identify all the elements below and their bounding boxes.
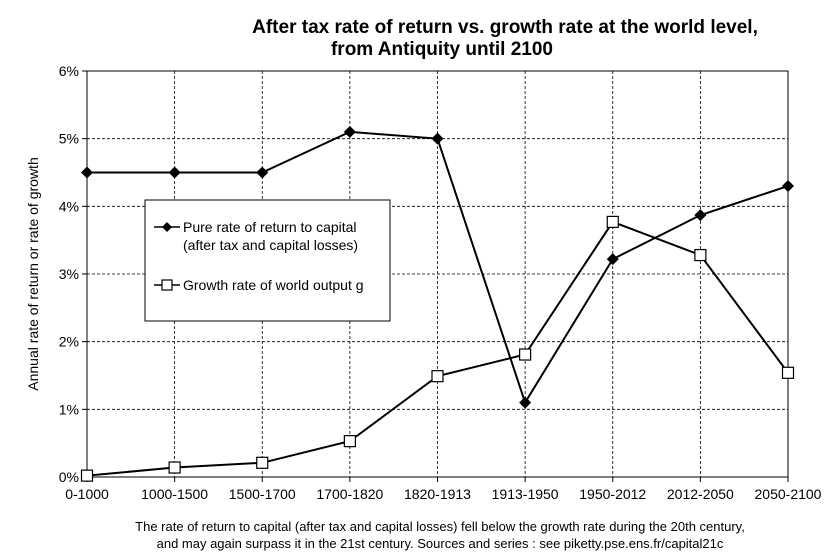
data-point-return bbox=[343, 125, 356, 138]
caption-line-2: and may again surpass it in the 21st cen… bbox=[157, 536, 724, 551]
data-point-return bbox=[782, 180, 794, 193]
legend-marker-growth bbox=[161, 279, 173, 291]
data-point-growth bbox=[80, 469, 94, 482]
caption-line-1: The rate of return to capital (after tax… bbox=[135, 519, 745, 534]
x-tick-label: 2050-2100 bbox=[755, 486, 822, 502]
data-point-growth bbox=[168, 461, 181, 474]
legend-label-growth: Growth rate of world output g bbox=[183, 277, 364, 293]
x-tick-label: 1500-1700 bbox=[229, 486, 296, 502]
data-point-return bbox=[81, 166, 93, 179]
data-point-growth bbox=[343, 435, 356, 448]
legend-box bbox=[144, 199, 391, 322]
x-axis-ticks: 0-1000 1000-1500 1500-1700 1700-1820 1820-19… bbox=[65, 477, 822, 502]
x-tick-label: 0-1000 bbox=[65, 486, 109, 502]
series-group bbox=[80, 125, 795, 482]
chart-title: After tax rate of return vs. growth rate… bbox=[252, 17, 758, 38]
data-point-return bbox=[606, 253, 619, 266]
legend-label-return-1: Pure rate of return to capital bbox=[183, 219, 357, 235]
x-tick-label: 1700-1820 bbox=[316, 486, 383, 502]
y-tick-label: 2% bbox=[59, 334, 79, 350]
y-tick-label: 6% bbox=[59, 63, 79, 79]
data-point-growth bbox=[256, 456, 269, 469]
data-point-growth bbox=[606, 215, 619, 228]
data-point-return bbox=[256, 166, 269, 179]
y-axis-label: Annual rate of return or rate of growth bbox=[25, 157, 41, 390]
y-tick-label: 3% bbox=[59, 266, 79, 282]
legend: Pure rate of return to capital (after ta… bbox=[144, 199, 391, 322]
legend-label-return-2: (after tax and capital losses) bbox=[183, 237, 358, 253]
data-point-return bbox=[694, 209, 707, 222]
x-tick-label: 1820-1913 bbox=[404, 486, 471, 502]
y-axis-ticks: 0% 1% 2% 3% 4% 5% 6% bbox=[59, 63, 87, 485]
data-point-return bbox=[431, 132, 444, 145]
x-tick-label: 2012-2050 bbox=[667, 486, 734, 502]
data-point-return bbox=[168, 166, 181, 179]
chart-subtitle: from Antiquity until 2100 bbox=[331, 39, 553, 60]
data-point-growth bbox=[781, 366, 795, 379]
y-tick-label: 5% bbox=[59, 131, 79, 147]
data-point-growth bbox=[431, 370, 444, 383]
x-tick-label: 1950-2012 bbox=[579, 486, 646, 502]
data-point-return bbox=[519, 396, 532, 409]
y-tick-label: 4% bbox=[59, 198, 79, 214]
data-point-growth bbox=[519, 348, 532, 361]
x-tick-label: 1000-1500 bbox=[141, 486, 208, 502]
legend-marker-return bbox=[162, 222, 172, 232]
data-point-growth bbox=[694, 248, 707, 262]
y-tick-label: 0% bbox=[59, 469, 79, 485]
x-tick-label: 1913-1950 bbox=[492, 486, 559, 502]
y-tick-label: 1% bbox=[59, 401, 79, 417]
